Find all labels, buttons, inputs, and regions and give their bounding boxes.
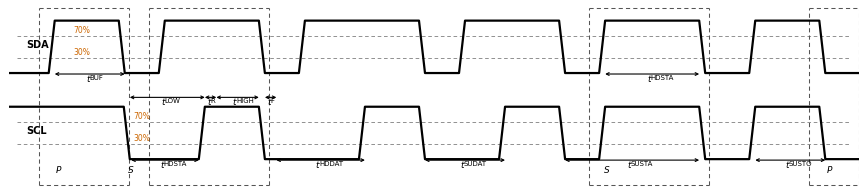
Text: t: t <box>460 161 464 170</box>
Text: LOW: LOW <box>165 98 181 104</box>
Text: SUDAT: SUDAT <box>464 161 487 167</box>
Text: SUSTO: SUSTO <box>789 161 812 167</box>
Text: HDDAT: HDDAT <box>319 161 343 167</box>
Text: S: S <box>128 166 135 175</box>
Text: t: t <box>316 161 319 170</box>
Text: t: t <box>648 75 651 84</box>
Text: t: t <box>267 98 271 107</box>
Text: HDSTA: HDSTA <box>163 161 187 167</box>
Text: t: t <box>628 161 631 170</box>
Text: t: t <box>160 161 163 170</box>
Text: HIGH: HIGH <box>236 98 254 104</box>
Text: t: t <box>86 75 89 84</box>
Text: 30%: 30% <box>134 134 151 143</box>
Text: R: R <box>211 98 215 104</box>
Text: SDA: SDA <box>26 40 49 50</box>
Text: t: t <box>786 161 789 170</box>
Text: BUF: BUF <box>89 75 103 81</box>
Text: t: t <box>233 98 236 107</box>
Text: P: P <box>826 166 832 175</box>
Text: HDSTA: HDSTA <box>651 75 674 81</box>
Text: t: t <box>207 98 211 107</box>
Text: SCL: SCL <box>26 126 47 136</box>
Text: F: F <box>271 98 274 104</box>
Text: S: S <box>604 166 609 175</box>
Text: 70%: 70% <box>74 26 90 35</box>
Text: SUSTA: SUSTA <box>631 161 653 167</box>
Text: P: P <box>56 166 62 175</box>
Text: 70%: 70% <box>134 112 151 121</box>
Text: t: t <box>161 98 165 107</box>
Text: 30%: 30% <box>74 48 90 57</box>
